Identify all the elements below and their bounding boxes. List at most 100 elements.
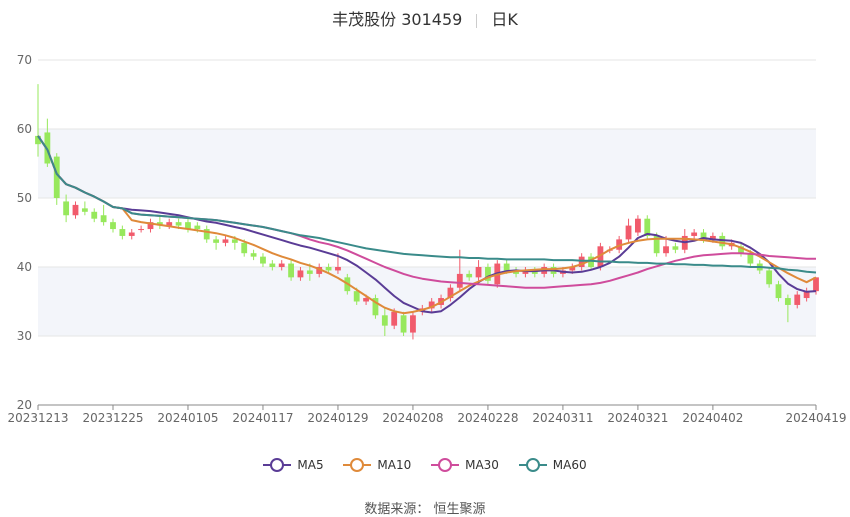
candle-down: [653, 235, 660, 254]
ma5-line: [37, 135, 817, 314]
candle-down: [381, 315, 388, 326]
candle-down: [185, 222, 191, 230]
candle-down: [91, 211, 98, 219]
candle-down: [119, 229, 126, 236]
legend-item-ma60[interactable]: MA60: [518, 458, 587, 472]
candle-up: [316, 267, 323, 274]
candle-up: [522, 270, 529, 274]
x-tick-label: 20231213: [7, 411, 68, 425]
y-tick-label: 20: [17, 398, 32, 412]
candle-up: [147, 222, 154, 230]
x-tick-label: 20240311: [532, 411, 593, 425]
title-separator: [476, 13, 478, 28]
chart-title: 丰茂股份 301459 日K: [0, 6, 850, 30]
candle-up: [410, 315, 416, 333]
candle-up: [363, 298, 369, 302]
legend-item-ma10[interactable]: MA10: [343, 458, 411, 472]
stock-name-code: 丰茂股份 301459: [332, 10, 463, 29]
candle-up: [222, 239, 229, 243]
candle-down: [719, 235, 726, 247]
candle-down: [466, 273, 473, 278]
candle-down: [503, 263, 510, 271]
candle-up: [709, 235, 716, 240]
candle-up: [569, 267, 576, 271]
candle-down: [400, 315, 407, 333]
candle-up: [634, 218, 641, 233]
candle-down: [100, 215, 107, 223]
legend-label-ma60: MA60: [552, 458, 587, 472]
candle-down: [372, 298, 379, 316]
candle-up: [794, 294, 801, 305]
legend-label-ma30: MA30: [465, 458, 499, 472]
candle-up: [391, 311, 398, 326]
x-tick-label: 20240117: [232, 411, 293, 425]
candle-down: [81, 208, 88, 212]
y-tick-label: 50: [17, 191, 32, 205]
candle-up: [447, 287, 454, 299]
candle-down: [644, 218, 651, 236]
candle-down: [353, 291, 360, 302]
candle-down: [203, 229, 210, 240]
candle-up: [803, 291, 810, 299]
candle-up: [456, 273, 463, 288]
candle-up: [813, 277, 819, 292]
candle-down: [513, 270, 519, 274]
ma60-line: [37, 135, 817, 274]
candle-up: [138, 229, 145, 231]
candle-down: [156, 222, 163, 226]
candle-up: [625, 225, 632, 240]
candle-up: [475, 267, 482, 278]
grid-band: [38, 129, 816, 198]
candle-up: [72, 204, 79, 216]
candle-down: [288, 263, 294, 278]
candle-down: [63, 201, 70, 216]
candle-down: [672, 246, 679, 250]
grid-band: [38, 267, 816, 336]
y-tick-label: 40: [17, 260, 32, 274]
candle-up: [335, 267, 341, 271]
candle-down: [747, 253, 754, 264]
x-tick-label: 20240228: [457, 411, 518, 425]
candle-down: [306, 270, 313, 274]
ma10-line: [37, 135, 817, 315]
candle-down: [325, 267, 332, 271]
candle-down: [250, 253, 257, 257]
candle-up: [297, 270, 304, 278]
ma5-marker-icon: [263, 458, 292, 472]
candle-down: [588, 256, 594, 267]
candle-down: [700, 232, 707, 240]
candle-up: [128, 232, 135, 236]
candle-down: [784, 298, 791, 305]
candle-up: [691, 232, 698, 236]
legend-item-ma30[interactable]: MA30: [431, 458, 499, 472]
candle-down: [241, 242, 248, 254]
candle-up: [278, 263, 285, 267]
x-tick-label: 20240129: [307, 411, 368, 425]
x-tick-label: 20240321: [607, 411, 668, 425]
ma10-marker-icon: [343, 458, 372, 472]
candle-up: [597, 246, 604, 267]
kline-chart: 20 30 40 50 60 70 20231213 20231225 20240105 2024…: [7, 53, 846, 425]
candle-down: [775, 284, 782, 299]
x-tick-label: 20231225: [82, 411, 143, 425]
candle-down: [485, 267, 491, 281]
legend-label-ma10: MA10: [377, 458, 412, 472]
x-tick-label: 20240105: [157, 411, 218, 425]
candle-down: [269, 263, 276, 267]
y-tick-label: 60: [17, 122, 32, 136]
y-tick-label: 70: [17, 53, 32, 67]
data-source: 数据来源： 恒生聚源: [364, 502, 486, 517]
legend-label-ma5: MA5: [297, 458, 324, 472]
legend: MA5 MA10 MA30 MA60: [0, 458, 850, 475]
candle-down: [260, 256, 266, 264]
legend-item-ma5[interactable]: MA5: [263, 458, 324, 472]
candle-down: [531, 270, 538, 274]
candle-down: [53, 156, 60, 198]
candle-down: [35, 135, 41, 145]
y-tick-label: 30: [17, 329, 32, 343]
candle-down: [175, 222, 182, 226]
period-label: 日K: [491, 10, 518, 29]
x-tick-label: 20240419: [785, 411, 846, 425]
x-tick-label: 20240208: [382, 411, 443, 425]
candle-down: [231, 239, 238, 243]
